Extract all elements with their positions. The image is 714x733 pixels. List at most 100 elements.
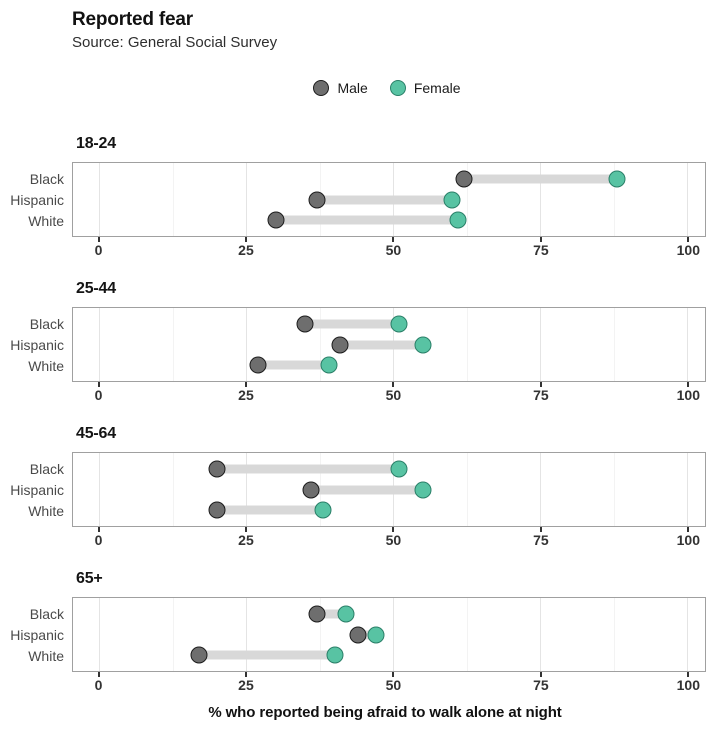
x-tick-mark [687,237,690,242]
x-tick-label: 100 [676,242,700,258]
major-gridline [246,598,248,671]
minor-gridline [319,308,321,381]
facet-title: 65+ [76,570,103,587]
x-tick-label: 25 [238,532,254,548]
x-tick-mark [392,382,395,387]
major-gridline [393,598,395,671]
female-dot [390,460,408,478]
facet-45-64: 45-64 Black Hispanic White 0 25 50 75 100 [0,424,714,549]
y-axis-label: Hispanic [10,336,64,353]
x-tick-mark [687,382,690,387]
y-axis-label: Black [29,315,64,332]
male-dot [349,626,367,643]
y-axis-label: Hispanic [10,626,64,643]
facet-title: 45-64 [76,425,116,442]
x-tick-mark [392,237,395,242]
female-dot [414,336,432,353]
dumbbell-connector [358,630,376,639]
major-gridline [99,308,101,381]
female-dot [449,211,467,229]
x-tick-label: 25 [238,242,254,258]
y-axis-labels: Black Hispanic White [0,452,72,527]
facet-panel-65+ [72,597,706,672]
x-tick-label: 100 [676,677,700,693]
dumbbell-connector [463,174,617,184]
major-gridline [246,308,248,381]
legend-label-female: Female [413,80,461,96]
legend-item-female: Female [389,80,461,96]
female-dot [367,626,385,643]
dumbbell-connector [340,340,423,349]
male-dot [267,211,285,229]
x-tick-mark [244,237,247,242]
dumbbell-connector [217,505,323,515]
y-axis-label: Black [29,460,64,477]
male-dot [308,191,326,208]
female-dot [390,315,408,333]
legend-item-male: Male [313,80,368,96]
female-dot [337,605,355,623]
minor-gridline [613,308,615,381]
male-marker-icon [313,80,330,96]
minor-gridline [466,163,468,236]
x-tick-mark [97,672,100,677]
major-gridline [540,453,542,526]
major-gridline [687,163,689,236]
female-dot [608,170,626,188]
male-dot [249,356,267,374]
dumbbell-connector [258,360,329,370]
minor-gridline [172,598,174,671]
male-dot [455,170,473,188]
y-axis-labels: Black Hispanic White [0,307,72,382]
major-gridline [540,308,542,381]
female-dot [326,646,344,664]
minor-gridline [466,308,468,381]
x-axis: 0 25 50 75 100 [72,237,706,259]
minor-gridline [613,453,615,526]
female-dot [443,191,461,208]
x-tick-label: 50 [385,242,402,258]
x-tick-mark [392,527,395,532]
x-axis: 0 25 50 75 100 [72,382,706,404]
x-tick-mark [539,672,542,677]
minor-gridline [172,163,174,236]
x-tick-label: 0 [94,677,103,693]
dumbbell-connector [199,650,335,660]
male-dot [331,336,349,353]
facet-container: 18-24 Black Hispanic White 0 25 50 75 100 25-44 Bl… [0,134,714,694]
minor-gridline [613,163,615,236]
chart-title: Reported fear [72,9,193,30]
male-dot [208,460,226,478]
x-tick-label: 100 [676,532,700,548]
x-tick-label: 0 [94,387,103,403]
y-axis-label: Hispanic [10,191,64,208]
dumbbell-connector [311,485,423,494]
major-gridline [540,598,542,671]
minor-gridline [466,453,468,526]
dumbbell-connector [217,464,400,474]
x-tick-mark [244,672,247,677]
y-axis-label: Black [29,170,64,187]
x-tick-mark [97,382,100,387]
major-gridline [687,453,689,526]
major-gridline [99,163,101,236]
chart-header: Reported fear Source: General Social Sur… [0,0,714,54]
x-tick-label: 0 [94,242,103,258]
x-tick-label: 75 [533,677,549,693]
facet-title: 25-44 [76,280,116,297]
facet-18-24: 18-24 Black Hispanic White 0 25 50 75 100 [0,134,714,259]
dumbbell-connector [275,215,459,225]
male-dot [208,501,226,519]
x-tick-label: 25 [238,677,254,693]
x-tick-mark [539,237,542,242]
y-axis-label: White [28,357,64,374]
minor-gridline [172,308,174,381]
y-axis-label: White [28,502,64,519]
major-gridline [687,598,689,671]
x-tick-label: 50 [385,677,402,693]
x-tick-mark [244,527,247,532]
major-gridline [540,163,542,236]
minor-gridline [172,453,174,526]
minor-gridline [613,598,615,671]
minor-gridline [466,598,468,671]
